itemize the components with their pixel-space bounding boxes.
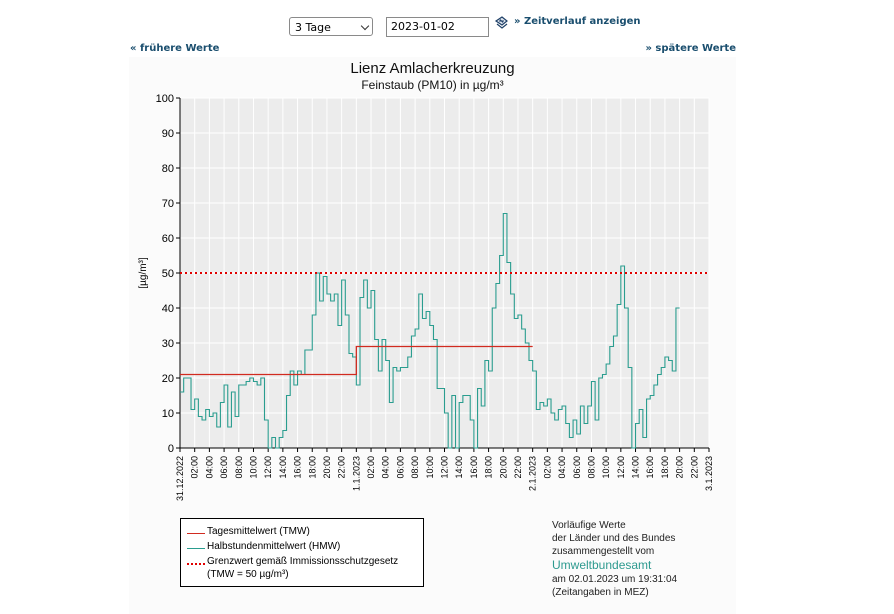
earlier-values-link[interactable]: « frühere Werte bbox=[130, 43, 220, 54]
x-tick-label: 02:00 bbox=[190, 456, 200, 479]
hmw-series-line bbox=[180, 212, 680, 449]
x-tick-label: 14:00 bbox=[278, 456, 288, 479]
x-tick-label: 04:00 bbox=[204, 456, 214, 479]
x-tick-label: 22:00 bbox=[337, 456, 347, 479]
source-line-3: zusammengestellt vom bbox=[552, 546, 655, 557]
x-tick-label: 08:00 bbox=[234, 456, 244, 479]
y-tick-label: 50 bbox=[162, 268, 174, 280]
x-tick-label: 06:00 bbox=[395, 456, 405, 479]
x-tick-label: 22:00 bbox=[689, 456, 699, 479]
y-tick-label: 70 bbox=[162, 198, 174, 210]
x-tick-label: 02:00 bbox=[542, 456, 552, 479]
x-tick-label: 18:00 bbox=[307, 456, 317, 479]
tmw-series-line bbox=[180, 345, 533, 376]
y-tick-label: 80 bbox=[162, 163, 174, 175]
y-tick-label: 20 bbox=[162, 373, 174, 385]
x-tick-label: 02:00 bbox=[366, 456, 376, 479]
legend-swatch-limit bbox=[187, 563, 205, 565]
x-tick-label: 10:00 bbox=[425, 456, 435, 479]
x-tick-label: 16:00 bbox=[645, 456, 655, 479]
x-tick-label: 20:00 bbox=[675, 456, 685, 479]
legend-label-tmw: Tagesmittelwert (TMW) bbox=[207, 526, 310, 537]
y-tick-label: 0 bbox=[168, 443, 174, 455]
source-line-2: der Länder und des Bundes bbox=[552, 533, 676, 544]
x-tick-label: 12:00 bbox=[616, 456, 626, 479]
x-tick-label: 22:00 bbox=[513, 456, 523, 479]
x-tick-label: 10:00 bbox=[248, 456, 258, 479]
source-line-1: Vorläufige Werte bbox=[552, 520, 626, 531]
x-tick-label: 31.12.2022 bbox=[175, 456, 185, 501]
x-tick-label: 18:00 bbox=[484, 456, 494, 479]
source-note: Vorläufige Werte der Länder und des Bund… bbox=[552, 519, 732, 599]
y-tick-label: 10 bbox=[162, 408, 174, 420]
x-tick-label: 10:00 bbox=[601, 456, 611, 479]
legend-swatch-tmw bbox=[187, 533, 205, 534]
range-select[interactable]: 3 Tage bbox=[289, 17, 373, 36]
legend-label-hmw: Halbstundenmittelwert (HMW) bbox=[207, 541, 341, 552]
chart-subtitle: Feinstaub (PM10) in µg/m³ bbox=[361, 78, 504, 92]
x-tick-label: 08:00 bbox=[586, 456, 596, 479]
x-tick-label: 20:00 bbox=[322, 456, 332, 479]
range-select-value: 3 Tage bbox=[295, 21, 331, 34]
x-tick-label: 2.1.2023 bbox=[528, 456, 538, 491]
y-axis-label: [µg/m³] bbox=[138, 257, 149, 289]
x-tick-label: 18:00 bbox=[660, 456, 670, 479]
y-tick-label: 40 bbox=[162, 303, 174, 315]
later-values-link[interactable]: » spätere Werte bbox=[645, 43, 736, 54]
x-tick-label: 3.1.2023 bbox=[704, 456, 714, 491]
x-tick-label: 14:00 bbox=[454, 456, 464, 479]
x-tick-label: 16:00 bbox=[469, 456, 479, 479]
x-tick-label: 06:00 bbox=[572, 456, 582, 479]
x-tick-label: 1.1.2023 bbox=[351, 456, 361, 491]
x-tick-label: 04:00 bbox=[557, 456, 567, 479]
timeline-icon[interactable] bbox=[494, 15, 510, 31]
y-tick-label: 90 bbox=[162, 128, 174, 140]
x-tick-label: 04:00 bbox=[381, 456, 391, 479]
x-tick-label: 16:00 bbox=[293, 456, 303, 479]
chart-title: Lienz Amlacherkreuzung bbox=[350, 60, 515, 77]
control-bar: 3 Tage 2023-01-02 bbox=[0, 15, 894, 39]
show-timeline-link[interactable]: » Zeitverlauf anzeigen bbox=[514, 16, 641, 27]
legend-label-limit: Grenzwert gemäß Immissionsschutzgesetz bbox=[207, 556, 399, 567]
y-tick-label: 100 bbox=[156, 93, 174, 105]
agency-name: Umweltbundesamt bbox=[552, 558, 652, 572]
x-tick-label: 06:00 bbox=[219, 456, 229, 479]
chart-legend: Tagesmittelwert (TMW) Halbstundenmittelw… bbox=[180, 518, 424, 587]
y-tick-label: 30 bbox=[162, 338, 174, 350]
x-tick-label: 20:00 bbox=[498, 456, 508, 479]
legend-swatch-hmw bbox=[187, 548, 205, 549]
x-tick-label: 12:00 bbox=[263, 456, 273, 479]
date-input[interactable]: 2023-01-02 bbox=[386, 17, 489, 37]
x-tick-label: 14:00 bbox=[631, 456, 641, 479]
y-tick-label: 60 bbox=[162, 233, 174, 245]
x-tick-label: 12:00 bbox=[440, 456, 450, 479]
source-timestamp: am 02.01.2023 um 19:31:04 bbox=[552, 574, 678, 585]
legend-label-limit-value: (TMW = 50 µg/m³) bbox=[207, 569, 289, 580]
x-tick-label: 08:00 bbox=[410, 456, 420, 479]
source-timezone: (Zeitangaben in MEZ) bbox=[552, 587, 649, 598]
